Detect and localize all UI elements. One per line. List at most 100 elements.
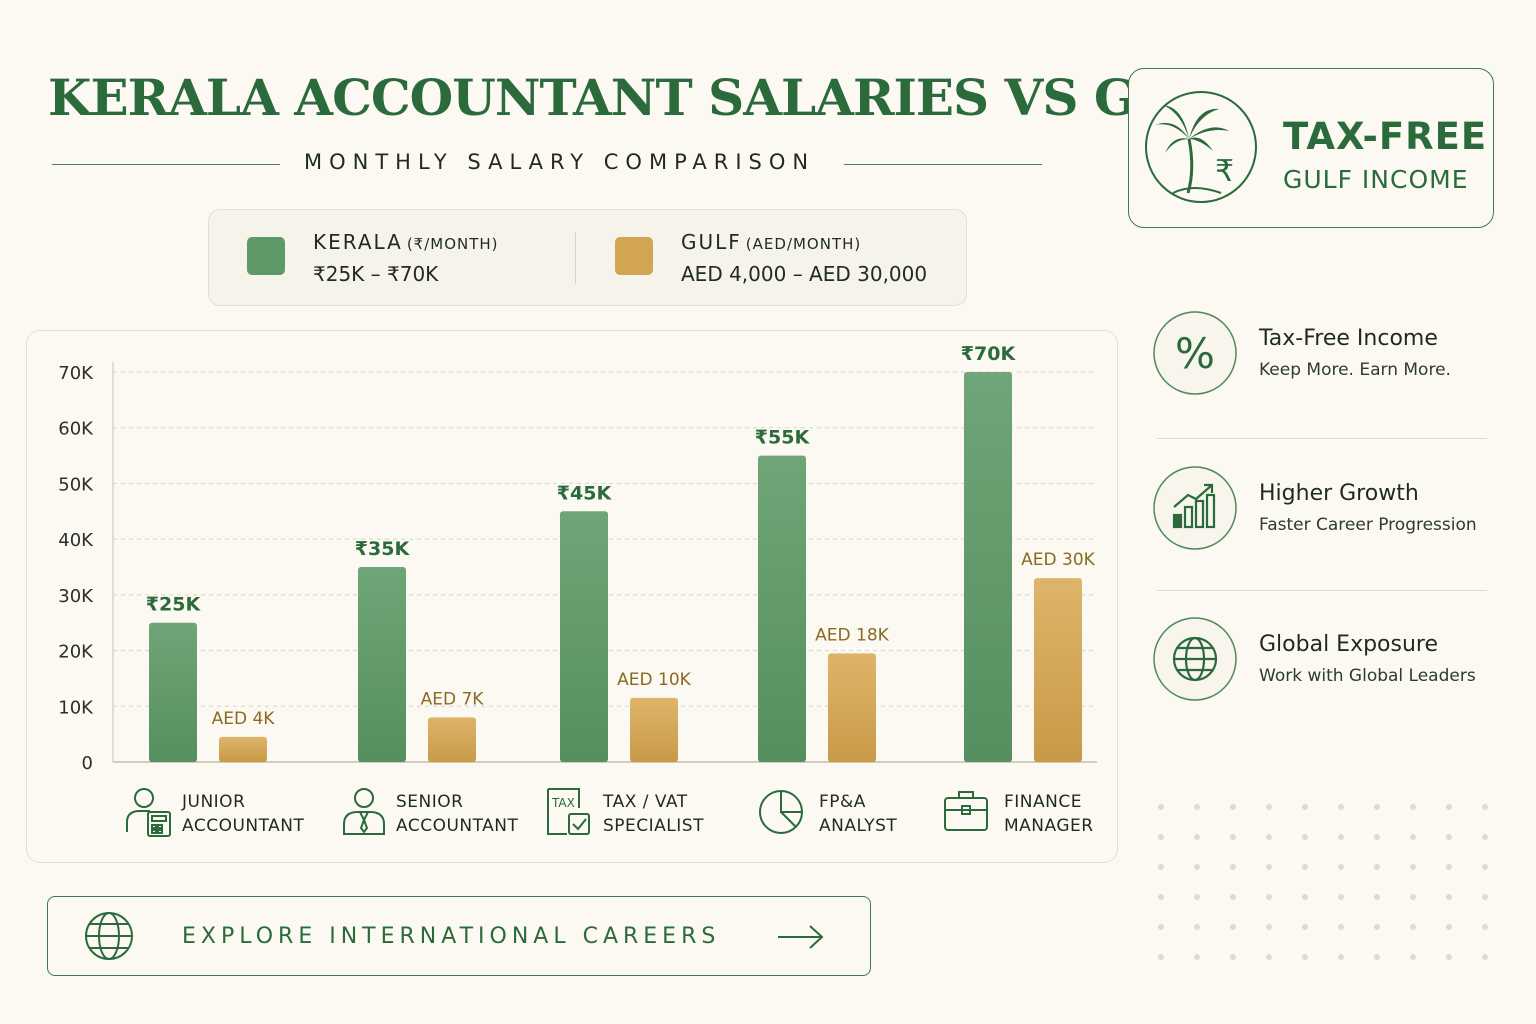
- decorative-dot: [1338, 924, 1344, 930]
- decorative-dot: [1194, 894, 1200, 900]
- divider-right: [844, 164, 1042, 165]
- category-label-line1: FINANCE: [1004, 792, 1082, 812]
- decorative-dot: [1230, 924, 1236, 930]
- decorative-dot: [1374, 834, 1380, 840]
- decorative-dot: [1302, 834, 1308, 840]
- decorative-dot: [1374, 894, 1380, 900]
- percent-icon: %: [1153, 311, 1237, 395]
- bar-gulf: [1034, 578, 1082, 762]
- decorative-dot: [1302, 864, 1308, 870]
- legend-gulf-name: GULF: [681, 230, 742, 254]
- decorative-dot: [1158, 894, 1164, 900]
- bar-gulf: [428, 717, 476, 762]
- y-tick-label: 70K: [58, 363, 94, 384]
- decorative-dot-grid: [1158, 804, 1488, 960]
- explore-careers-button[interactable]: EXPLORE INTERNATIONAL CAREERS: [47, 896, 871, 976]
- bar-gulf: [630, 697, 678, 762]
- decorative-dot: [1482, 864, 1488, 870]
- data-label-kerala: ₹35K: [355, 538, 411, 560]
- y-tick-label: 0: [82, 753, 93, 774]
- data-label-gulf: AED 7K: [421, 689, 485, 709]
- decorative-dot: [1482, 804, 1488, 810]
- badge-title: TAX-FREE: [1283, 115, 1488, 158]
- decorative-dot: [1446, 834, 1452, 840]
- decorative-dot: [1158, 954, 1164, 960]
- decorative-dot: [1338, 834, 1344, 840]
- pie-chart-icon: [759, 790, 803, 834]
- decorative-dot: [1482, 834, 1488, 840]
- explore-careers-label: EXPLORE INTERNATIONAL CAREERS: [182, 924, 721, 949]
- data-label-kerala: ₹45K: [557, 482, 613, 504]
- category-label-line1: JUNIOR: [182, 792, 246, 812]
- bar-gulf: [219, 736, 267, 762]
- subtitle-row: MONTHLY SALARY COMPARISON: [52, 150, 1042, 180]
- y-tick-label: 50K: [58, 474, 94, 495]
- category-label-line2: SPECIALIST: [603, 816, 704, 836]
- globe-icon: [85, 912, 133, 960]
- category-label-line2: ACCOUNTANT: [182, 816, 305, 836]
- decorative-dot: [1374, 924, 1380, 930]
- feature-subtitle: Keep More. Earn More.: [1259, 360, 1451, 380]
- tax-free-badge: ₹ TAX-FREE GULF INCOME: [1128, 68, 1494, 228]
- briefcase-icon: [944, 791, 988, 831]
- decorative-dot: [1446, 864, 1452, 870]
- decorative-dot: [1230, 834, 1236, 840]
- feature-tax-free-income: % Tax-Free Income Keep More. Earn More.: [1152, 310, 1492, 400]
- decorative-dot: [1302, 924, 1308, 930]
- decorative-dot: [1230, 954, 1236, 960]
- category-label-line2: ACCOUNTANT: [396, 816, 519, 836]
- feature-subtitle: Faster Career Progression: [1259, 515, 1477, 535]
- data-label-kerala: ₹55K: [755, 427, 811, 449]
- feature-title: Tax-Free Income: [1259, 326, 1438, 351]
- growth-chart-icon: [1153, 466, 1237, 550]
- feature-higher-growth: Higher Growth Faster Career Progression: [1152, 465, 1492, 555]
- tax-icon-text: TAX: [551, 796, 575, 810]
- decorative-dot: [1266, 834, 1272, 840]
- percent-glyph: %: [1175, 329, 1215, 378]
- y-tick-label: 10K: [58, 697, 94, 718]
- category-label-line2: MANAGER: [1004, 816, 1094, 836]
- decorative-dot: [1158, 804, 1164, 810]
- decorative-dot: [1194, 834, 1200, 840]
- decorative-dot: [1482, 924, 1488, 930]
- decorative-dot: [1194, 954, 1200, 960]
- decorative-dot: [1338, 894, 1344, 900]
- decorative-dot: [1230, 894, 1236, 900]
- feature-global-exposure: Global Exposure Work with Global Leaders: [1152, 616, 1492, 706]
- decorative-dot: [1410, 954, 1416, 960]
- salary-bar-chart: 0 10K 20K 30K 40K 50K 60K 70K ₹25K AED 4K ₹35K AED …: [58, 343, 1097, 774]
- decorative-dot: [1410, 894, 1416, 900]
- y-tick-label: 30K: [58, 586, 94, 607]
- arrow-right-icon: [778, 925, 824, 949]
- legend-gulf-range: AED 4,000 – AED 30,000: [681, 262, 928, 286]
- decorative-dot: [1374, 864, 1380, 870]
- decorative-dot: [1230, 864, 1236, 870]
- bar-kerala: [758, 455, 806, 762]
- legend: KERALA (₹/MONTH) ₹25K – ₹70K GULF (AED/MON…: [208, 209, 967, 306]
- feature-title: Global Exposure: [1259, 632, 1439, 657]
- decorative-dot: [1266, 804, 1272, 810]
- decorative-dot: [1266, 924, 1272, 930]
- decorative-dot: [1374, 954, 1380, 960]
- decorative-dot: [1230, 804, 1236, 810]
- y-tick-label: 40K: [58, 530, 94, 551]
- category-label-line2: ANALYST: [819, 816, 898, 836]
- legend-kerala-unit: (₹/MONTH): [406, 235, 499, 253]
- decorative-dot: [1302, 954, 1308, 960]
- legend-gulf-unit: (AED/MONTH): [745, 235, 862, 253]
- decorative-dot: [1446, 924, 1452, 930]
- y-tick-label: 60K: [58, 419, 94, 440]
- decorative-dot: [1482, 894, 1488, 900]
- legend-kerala-name: KERALA: [313, 230, 403, 254]
- decorative-dot: [1158, 924, 1164, 930]
- decorative-dot: [1446, 894, 1452, 900]
- decorative-dot: [1302, 804, 1308, 810]
- decorative-dot: [1410, 804, 1416, 810]
- feature-title: Higher Growth: [1259, 481, 1419, 506]
- category-label-line1: SENIOR: [396, 792, 464, 812]
- data-label-gulf: AED 10K: [617, 670, 691, 690]
- decorative-dot: [1194, 864, 1200, 870]
- gulf-swatch: [615, 237, 653, 275]
- data-label-kerala: ₹25K: [146, 594, 202, 616]
- badge-subtitle: GULF INCOME: [1283, 165, 1469, 194]
